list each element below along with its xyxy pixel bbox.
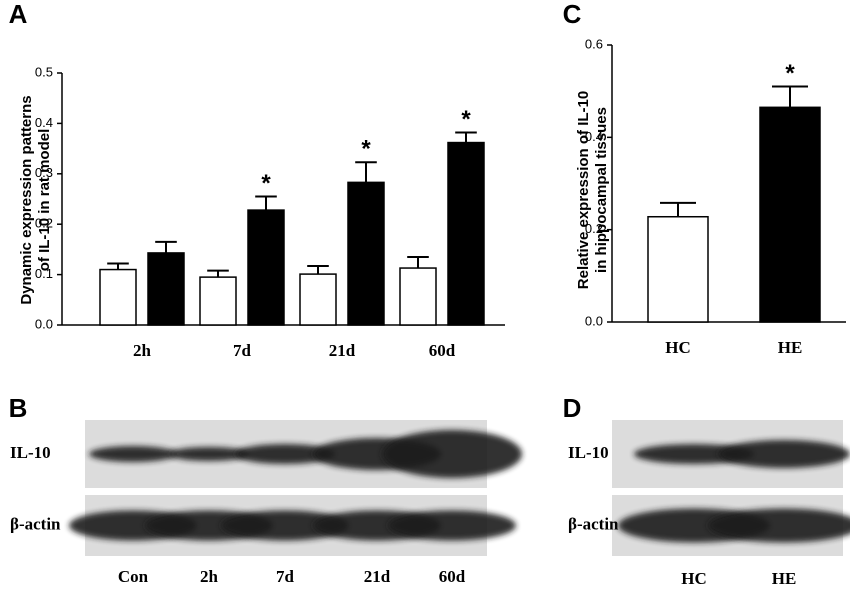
y-axis-label-line: Dynamic expression patterns (18, 95, 35, 304)
x-tick-label: HE (778, 338, 803, 357)
panel-label: B (9, 393, 28, 423)
bar (347, 181, 385, 326)
blot-band (708, 508, 850, 543)
y-tick-label: 0.1 (35, 266, 53, 281)
blot-lane-label: 21d (364, 567, 391, 586)
y-tick-label: 0.4 (35, 115, 53, 130)
y-tick-label: 0.6 (585, 36, 603, 51)
blot-row-label: IL-10 (568, 443, 609, 462)
panel-label: C (563, 0, 582, 29)
bar (99, 268, 137, 326)
blot-lane-label: 60d (439, 567, 466, 586)
bar (647, 215, 709, 323)
bar (247, 209, 285, 326)
blot-band (169, 447, 249, 461)
x-tick-label: 7d (233, 341, 252, 360)
blot-lane-label: 7d (276, 567, 295, 586)
bar (199, 276, 237, 326)
blot-lane-label: 2h (200, 567, 219, 586)
blot-row-label: β-actin (568, 514, 619, 533)
y-axis-label-line: Relative expression of IL-10 (575, 91, 592, 289)
y-axis-label: Dynamic expression patternsof IL-10 in r… (18, 95, 53, 304)
panel-label: A (9, 0, 28, 29)
blot-band (718, 440, 850, 468)
y-tick-label: 0.2 (35, 216, 53, 231)
blot-band (235, 444, 335, 464)
blot-band (382, 430, 522, 478)
bar (759, 106, 821, 323)
blot-row-label: β-actin (10, 514, 61, 533)
y-axis-label: Relative expression of IL-10in hippocamp… (575, 91, 610, 289)
blot-lane-label: HE (772, 569, 797, 588)
bar (147, 252, 185, 326)
blot-lane-label: Con (118, 567, 149, 586)
blot-lane-label: HC (681, 569, 707, 588)
y-tick-label: 0.3 (35, 165, 53, 180)
x-tick-label: 60d (429, 341, 456, 360)
blot-band (388, 510, 516, 541)
significance-marker: * (461, 106, 471, 133)
y-axis-label-line: in hippocampal tissues (593, 107, 610, 273)
blot-row-label: IL-10 (10, 443, 51, 462)
y-tick-label: 0.0 (585, 313, 603, 328)
y-tick-label: 0.0 (35, 316, 53, 331)
y-tick-label: 0.5 (35, 64, 53, 79)
panel-label: D (563, 393, 582, 423)
blot-band (221, 510, 349, 541)
bar (447, 141, 485, 326)
significance-marker: * (261, 170, 271, 197)
x-tick-label: HC (665, 338, 691, 357)
y-tick-label: 0.2 (585, 221, 603, 236)
y-tick-label: 0.4 (585, 129, 603, 144)
bar (399, 267, 437, 326)
x-tick-label: 21d (329, 341, 356, 360)
significance-marker: * (361, 136, 371, 163)
y-axis-label-line: of IL-10 in rat model (36, 129, 53, 272)
blot-band (89, 446, 177, 462)
bar (299, 273, 337, 326)
x-tick-label: 2h (133, 341, 152, 360)
significance-marker: * (785, 60, 795, 87)
